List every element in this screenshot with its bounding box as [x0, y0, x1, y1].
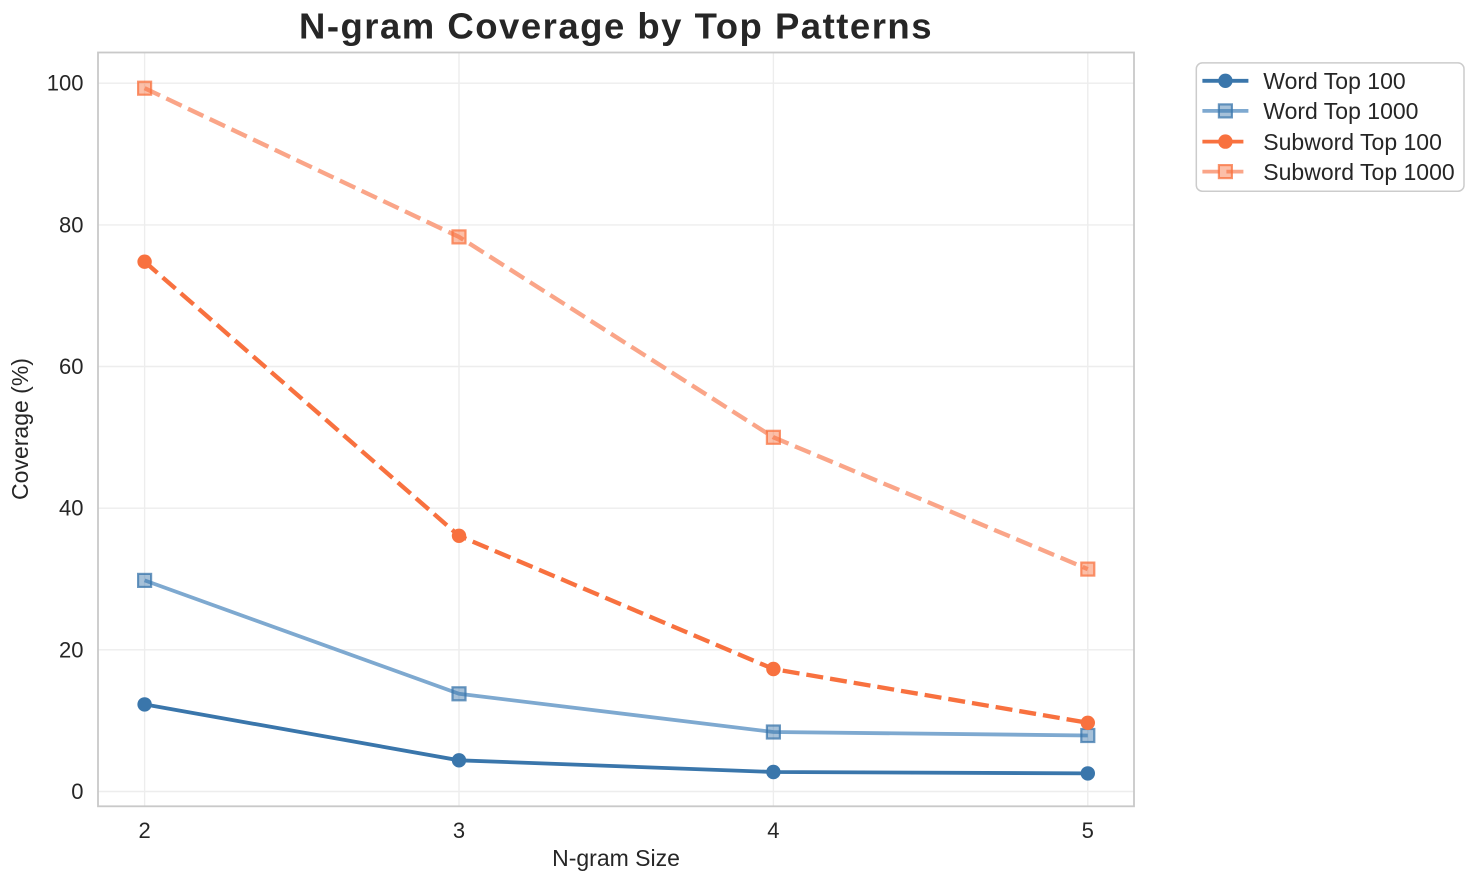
- svg-text:2: 2: [138, 818, 150, 843]
- svg-text:100: 100: [47, 71, 84, 96]
- svg-text:60: 60: [59, 354, 83, 379]
- svg-text:80: 80: [59, 212, 83, 237]
- svg-text:N-gram Coverage by Top Pattern: N-gram Coverage by Top Patterns: [299, 6, 933, 47]
- svg-text:0: 0: [71, 779, 83, 804]
- svg-text:20: 20: [59, 637, 83, 662]
- svg-text:N-gram Size: N-gram Size: [552, 845, 680, 871]
- svg-text:4: 4: [767, 818, 779, 843]
- svg-text:40: 40: [59, 496, 83, 521]
- svg-text:Subword Top 100: Subword Top 100: [1263, 129, 1442, 155]
- svg-text:Word Top 1000: Word Top 1000: [1263, 98, 1418, 124]
- svg-text:Subword Top 1000: Subword Top 1000: [1263, 159, 1454, 185]
- svg-text:5: 5: [1082, 818, 1094, 843]
- svg-text:Word Top 100: Word Top 100: [1263, 68, 1405, 94]
- svg-text:3: 3: [453, 818, 465, 843]
- svg-text:Coverage (%): Coverage (%): [7, 358, 33, 500]
